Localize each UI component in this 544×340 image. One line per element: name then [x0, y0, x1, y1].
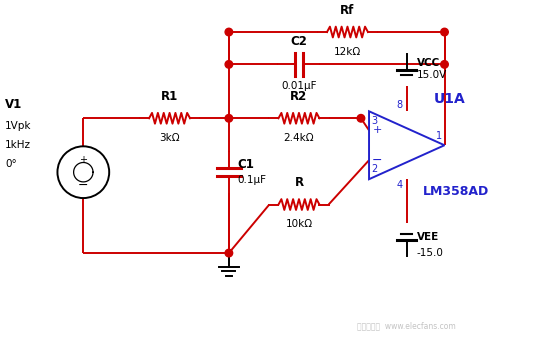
Text: R: R: [294, 176, 304, 189]
Text: −: −: [78, 179, 89, 192]
Text: +: +: [79, 155, 88, 165]
Text: C1: C1: [237, 158, 254, 171]
Circle shape: [225, 61, 233, 68]
Text: VCC: VCC: [417, 58, 440, 68]
Text: 3kΩ: 3kΩ: [159, 133, 180, 143]
Text: V1: V1: [5, 98, 22, 111]
Text: 1Vpk: 1Vpk: [5, 121, 32, 131]
Text: 电子发烧友  www.elecfans.com: 电子发烧友 www.elecfans.com: [357, 321, 456, 330]
Text: +: +: [373, 125, 382, 135]
Text: U1A: U1A: [434, 92, 466, 106]
Text: −: −: [372, 154, 382, 167]
Text: C2: C2: [290, 35, 307, 48]
Circle shape: [441, 61, 448, 68]
Text: 2.4kΩ: 2.4kΩ: [283, 133, 314, 143]
Text: 3: 3: [372, 116, 378, 126]
Text: 1kHz: 1kHz: [5, 140, 31, 150]
Circle shape: [357, 115, 364, 122]
Text: 4: 4: [397, 180, 403, 190]
Text: R1: R1: [161, 90, 178, 103]
Text: 12kΩ: 12kΩ: [334, 47, 361, 56]
Text: 0.01μF: 0.01μF: [281, 81, 317, 90]
Text: 8: 8: [397, 100, 403, 110]
Text: 0°: 0°: [5, 159, 17, 169]
Text: VEE: VEE: [417, 232, 438, 242]
Text: 1: 1: [436, 131, 442, 141]
Text: LM358AD: LM358AD: [423, 185, 489, 198]
Circle shape: [225, 115, 233, 122]
Circle shape: [225, 28, 233, 36]
Text: Rf: Rf: [341, 4, 355, 17]
Text: 10kΩ: 10kΩ: [286, 219, 312, 229]
Circle shape: [441, 28, 448, 36]
Text: -15.0: -15.0: [417, 248, 443, 258]
Text: 2: 2: [372, 165, 378, 174]
Circle shape: [225, 249, 233, 257]
Text: 15.0V: 15.0V: [417, 70, 447, 80]
Text: R2: R2: [290, 90, 307, 103]
Text: 0.1μF: 0.1μF: [237, 175, 266, 185]
